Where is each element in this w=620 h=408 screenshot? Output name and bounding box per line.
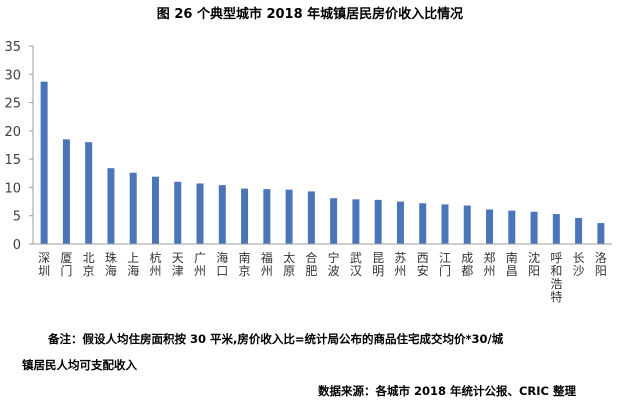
x-tick-label: 南昌 [506, 250, 518, 278]
y-tick-label: 10 [4, 181, 21, 196]
y-tick-label: 0 [13, 238, 21, 253]
y-tick-label: 25 [4, 97, 21, 112]
bar [597, 223, 605, 244]
x-tick-label: 厦门 [60, 251, 72, 278]
bar [530, 211, 538, 244]
x-tick-label: 武汉 [350, 251, 362, 278]
x-tick-label: 苏州 [394, 251, 406, 278]
bar [307, 191, 315, 244]
bar [218, 185, 226, 244]
chart-title: 图 26 个典型城市 2018 年城镇居民房价收入比情况 [156, 7, 464, 22]
x-tick-label: 南京 [239, 250, 251, 278]
x-tick-label: 西安 [417, 251, 429, 278]
y-axis: 0 5 10 15 20 25 30 35 [4, 40, 34, 253]
y-tick-label: 35 [4, 40, 21, 55]
x-tick-label: 北京 [83, 251, 95, 278]
note-text: 备注：假设人均住房面积按 30 平米,房价收入比=统计局公布的商品住宅成交均价*… [48, 332, 504, 346]
bar [107, 168, 115, 244]
x-tick-label: 呼和浩特 [550, 251, 562, 304]
x-tick-label: 江门 [439, 251, 451, 278]
x-tick-label: 宁波 [328, 250, 340, 278]
bar [552, 214, 560, 244]
bar [330, 198, 338, 244]
bar [62, 139, 70, 244]
bar [241, 188, 249, 244]
bar [196, 183, 204, 244]
bar [419, 203, 427, 244]
bar [374, 199, 382, 244]
bar [263, 189, 271, 244]
x-tick-label: 合肥 [305, 250, 317, 278]
x-tick-label: 珠海 [105, 251, 117, 278]
x-tick-label: 杭州 [149, 250, 161, 278]
bar [486, 209, 494, 244]
y-tick-label: 30 [4, 68, 21, 83]
note-text-continued: 镇居民人均可支配收入 [22, 358, 137, 372]
x-tick-label: 天津 [172, 251, 184, 278]
x-tick-label: 福州 [261, 250, 273, 278]
bar [151, 176, 159, 244]
x-tick-label: 深圳 [38, 251, 50, 278]
y-tick-label: 15 [4, 153, 21, 168]
bar [174, 181, 182, 244]
bar [285, 189, 293, 244]
x-tick-label: 沈阳 [528, 250, 540, 278]
x-tick-label: 太原 [283, 250, 295, 278]
x-tick-label: 长沙 [573, 251, 585, 278]
bar [352, 199, 360, 244]
x-tick-label: 海口 [216, 250, 228, 278]
bar [441, 204, 449, 244]
bar [85, 142, 93, 244]
bar [40, 81, 48, 244]
bar [396, 201, 404, 244]
bar [575, 217, 583, 244]
bar-chart: 0 5 10 15 20 25 30 35 深圳厦门北京珠海上海杭州天津广州海口南京福州太原合… [4, 40, 612, 304]
bar [508, 210, 516, 244]
x-tick-label: 洛阳 [595, 250, 607, 278]
x-tick-label: 广州 [194, 251, 206, 278]
x-axis: 深圳厦门北京珠海上海杭州天津广州海口南京福州太原合肥宁波武汉昆明苏州西安江门成都… [33, 243, 612, 304]
bars [40, 81, 605, 244]
bar [129, 172, 137, 244]
x-tick-label: 郑州 [484, 250, 496, 278]
data-source: 数据来源：各城市 2018 年统计公报、CRIC 整理 [317, 384, 576, 398]
x-tick-label: 昆明 [372, 251, 384, 278]
bar [463, 205, 471, 244]
y-tick-label: 5 [13, 210, 21, 225]
x-tick-label: 成都 [461, 251, 473, 278]
y-tick-label: 20 [4, 125, 21, 140]
x-tick-label: 上海 [127, 251, 139, 278]
